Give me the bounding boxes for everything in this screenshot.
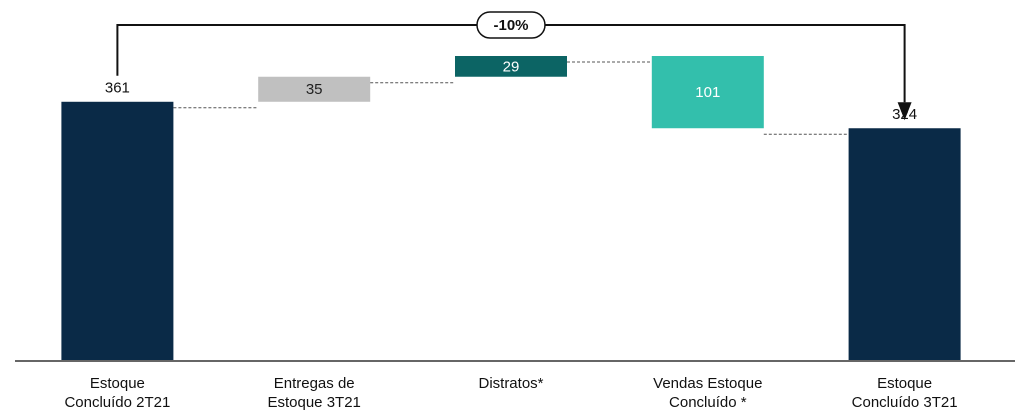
x-tick-label: Distratos*	[478, 375, 544, 392]
annotation: -10%	[493, 17, 528, 34]
bar	[258, 76, 371, 102]
value-label: 361	[105, 80, 130, 97]
bracket-arrow	[897, 102, 912, 121]
bar	[848, 128, 961, 360]
x-tick-label: Estoque Concluído 3T21	[851, 375, 958, 411]
value-label: 29	[503, 58, 520, 75]
x-tick-label: Estoque Concluído 2T21	[64, 375, 171, 411]
x-tick-label: Entregas de Estoque 3T21	[267, 375, 361, 411]
x-tick-label: Vendas Estoque Concluído *	[653, 375, 763, 411]
annotation-box	[476, 11, 546, 39]
value-label: 35	[306, 81, 323, 98]
value-label: 101	[695, 84, 720, 101]
bar	[61, 101, 174, 361]
bar	[651, 56, 764, 129]
bar	[455, 56, 567, 77]
